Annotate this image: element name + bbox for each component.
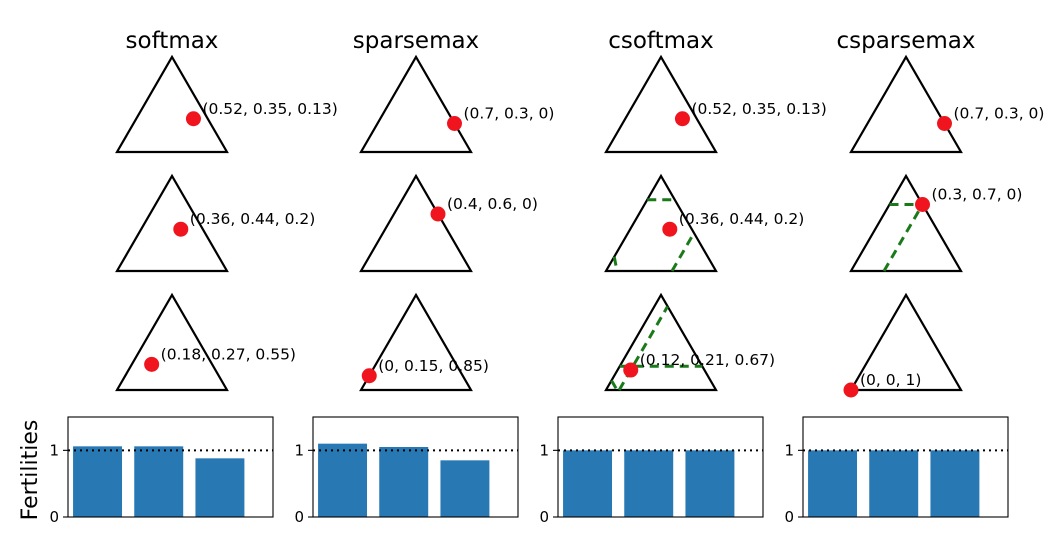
simplex-triangle — [849, 292, 963, 392]
simplex-grid: (0.52, 0.35, 0.13) (0.36, 0.44, 0.2) (0.18… — [115, 54, 1045, 398]
constraint-line — [610, 379, 619, 391]
fertility-chart: 01 — [294, 416, 519, 526]
column-titles: softmax sparsemax csoftmax csparsemax — [126, 28, 976, 54]
fertility-bar — [869, 450, 919, 517]
data-point — [915, 197, 930, 212]
fertility-chart: 01 — [539, 416, 764, 526]
point-label: (0, 0.15, 0.85) — [378, 357, 489, 375]
data-point — [937, 116, 952, 131]
y-tick-label: 1 — [294, 441, 304, 459]
data-point — [447, 116, 462, 131]
column-title: softmax — [126, 28, 219, 54]
simplex-triangle — [115, 292, 229, 392]
simplex-panel: (0.12, 0.21, 0.67) — [604, 292, 775, 392]
simplex-panel: (0.18, 0.27, 0.55) — [115, 292, 296, 392]
y-axis-label: Fertilities — [18, 420, 43, 521]
constraint-line — [612, 256, 619, 272]
point-label: (0.3, 0.7, 0) — [932, 186, 1023, 204]
data-point — [674, 111, 690, 127]
data-point — [361, 368, 377, 384]
simplex-triangle — [359, 292, 473, 392]
simplex-triangle — [604, 173, 718, 273]
simplex-triangle — [359, 173, 473, 273]
column-title: csparsemax — [836, 28, 975, 54]
point-label: (0.18, 0.27, 0.55) — [161, 345, 296, 363]
data-point — [623, 362, 639, 378]
simplex-panel: (0.7, 0.3, 0) — [849, 54, 1045, 154]
y-tick-label: 1 — [49, 441, 59, 459]
fertility-bar — [685, 450, 735, 517]
data-point — [185, 111, 201, 127]
simplex-triangle — [849, 173, 963, 273]
column-title: sparsemax — [353, 28, 479, 54]
fertility-bar — [808, 450, 858, 517]
simplex-panel: (0.36, 0.44, 0.2) — [604, 173, 804, 273]
simplex-panel: (0.52, 0.35, 0.13) — [604, 54, 827, 154]
y-tick-label: 0 — [294, 508, 304, 526]
fertility-bar — [134, 446, 184, 517]
fertility-bar — [195, 458, 245, 517]
simplex-triangle — [359, 54, 473, 154]
y-tick-label: 1 — [539, 441, 549, 459]
point-label: (0.52, 0.35, 0.13) — [202, 100, 337, 118]
data-point — [173, 221, 189, 237]
simplex-triangle — [849, 54, 963, 154]
data-point — [843, 382, 859, 398]
column-title: csoftmax — [608, 28, 714, 54]
fertility-bar — [563, 450, 613, 517]
point-label: (0.7, 0.3, 0) — [954, 105, 1045, 123]
fertility-chart: 01 — [784, 416, 1009, 526]
fertility-bar — [440, 460, 490, 517]
axes-frame — [557, 416, 764, 518]
data-point — [144, 356, 160, 372]
point-label: (0, 0, 1) — [860, 371, 921, 389]
simplex-panel: (0.4, 0.6, 0) — [359, 173, 538, 273]
y-tick-label: 0 — [539, 508, 549, 526]
point-label: (0.36, 0.44, 0.2) — [679, 210, 804, 228]
point-label: (0.36, 0.44, 0.2) — [190, 210, 315, 228]
simplex-panel: (0.3, 0.7, 0) — [849, 173, 1023, 273]
simplex-triangle — [604, 54, 718, 154]
fertility-bar — [73, 446, 123, 517]
constraint-line — [670, 232, 696, 272]
constraint-line — [617, 305, 669, 391]
data-point — [662, 221, 678, 237]
simplex-triangle — [115, 54, 229, 154]
point-label: (0.7, 0.3, 0) — [464, 105, 555, 123]
simplex-panel: (0, 0, 1) — [843, 292, 963, 398]
simplex-panel: (0.7, 0.3, 0) — [359, 54, 555, 154]
point-label: (0.52, 0.35, 0.13) — [691, 100, 826, 118]
axes-frame — [802, 416, 1009, 518]
fertility-bar — [379, 447, 429, 517]
simplex-panel: (0.52, 0.35, 0.13) — [115, 54, 338, 154]
axes-frame — [67, 416, 274, 518]
y-tick-label: 0 — [784, 508, 794, 526]
point-label: (0.12, 0.21, 0.67) — [640, 351, 775, 369]
simplex-triangle — [604, 292, 718, 392]
simplex-panel: (0, 0.15, 0.85) — [359, 292, 489, 392]
axes-frame — [312, 416, 519, 518]
data-point — [430, 206, 446, 222]
y-tick-label: 1 — [784, 441, 794, 459]
fertility-bar — [624, 450, 674, 517]
constraint-line — [882, 203, 924, 272]
fertility-chart: 01 — [49, 416, 274, 526]
simplex-triangle — [115, 173, 229, 273]
point-label: (0.4, 0.6, 0) — [447, 195, 538, 213]
fertility-bar — [930, 450, 980, 517]
y-tick-label: 0 — [49, 508, 59, 526]
simplex-panel: (0.36, 0.44, 0.2) — [115, 173, 315, 273]
fertility-bar — [318, 443, 368, 517]
